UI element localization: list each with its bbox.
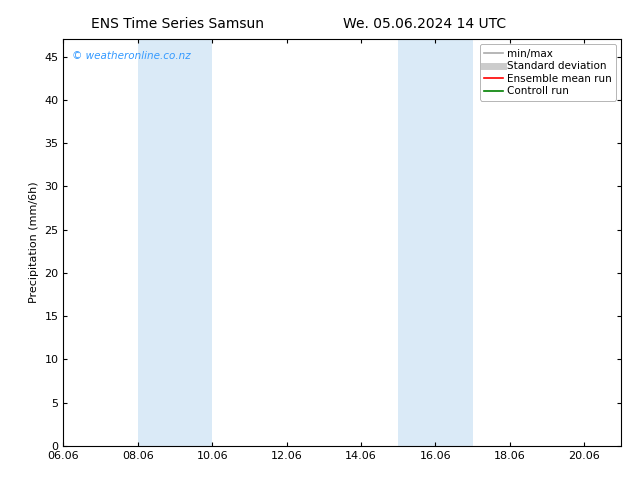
Text: We. 05.06.2024 14 UTC: We. 05.06.2024 14 UTC bbox=[343, 17, 507, 31]
Bar bbox=[398, 39, 472, 446]
Text: © weatheronline.co.nz: © weatheronline.co.nz bbox=[72, 51, 191, 61]
Bar bbox=[138, 39, 212, 446]
Legend: min/max, Standard deviation, Ensemble mean run, Controll run: min/max, Standard deviation, Ensemble me… bbox=[480, 45, 616, 100]
Y-axis label: Precipitation (mm/6h): Precipitation (mm/6h) bbox=[29, 182, 39, 303]
Text: ENS Time Series Samsun: ENS Time Series Samsun bbox=[91, 17, 264, 31]
